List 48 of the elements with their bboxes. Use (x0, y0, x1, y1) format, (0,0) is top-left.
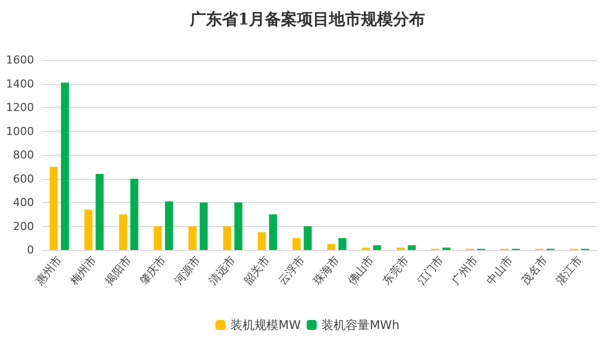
x-tick-label: 中山市 (484, 254, 516, 288)
x-tick-label: 揭阳市 (102, 254, 134, 288)
bar (165, 201, 174, 250)
legend-label: 装机容量MWh (322, 318, 400, 332)
bar (50, 166, 58, 250)
x-tick-label: 清远市 (206, 254, 238, 288)
y-tick-label: 1400 (6, 77, 34, 90)
x-tick-label: 肇庆市 (137, 254, 168, 288)
chart-title: 广东省1月备案项目地市规模分布 (188, 10, 426, 28)
bar (258, 232, 266, 250)
y-tick-label: 800 (13, 148, 34, 162)
y-tick-label: 1200 (6, 101, 34, 114)
bar (234, 202, 242, 250)
bar (60, 82, 69, 250)
x-tick-label: 茂名市 (518, 254, 550, 288)
bar (154, 226, 162, 250)
y-tick-label: 600 (13, 172, 34, 186)
bar (84, 210, 92, 250)
bar (223, 226, 232, 250)
bar (96, 174, 104, 250)
bar (327, 244, 336, 250)
x-tick-label: 湛江市 (553, 254, 585, 288)
bar (200, 202, 208, 250)
x-tick-label: 惠州市 (32, 254, 64, 288)
x-tick-label: 珠海市 (310, 254, 342, 288)
y-tick-label: 1000 (6, 124, 34, 138)
y-tick-label: 400 (13, 196, 34, 209)
bar (292, 238, 301, 250)
bar (269, 214, 278, 250)
bar (130, 178, 138, 250)
x-tick-label: 江门市 (414, 254, 446, 288)
bar (119, 214, 128, 250)
bar (338, 238, 346, 250)
x-tick-label: 广州市 (449, 254, 481, 288)
y-tick-label: 1600 (6, 54, 34, 66)
legend-label: 装机规模MW (230, 318, 301, 332)
bar (304, 226, 312, 250)
bar (373, 245, 382, 250)
x-tick-label: 梅州市 (67, 254, 100, 288)
x-tick-label: 东莞市 (380, 254, 412, 288)
bar (188, 226, 196, 250)
x-tick-label: 云浮市 (276, 254, 308, 288)
y-tick-label: 0 (27, 244, 34, 256)
x-tick-label: 佛山市 (345, 254, 377, 288)
x-tick-label: 韶关市 (241, 254, 272, 288)
y-tick-label: 200 (13, 220, 34, 233)
bar (408, 245, 416, 250)
x-tick-label: 河源市 (172, 254, 204, 288)
